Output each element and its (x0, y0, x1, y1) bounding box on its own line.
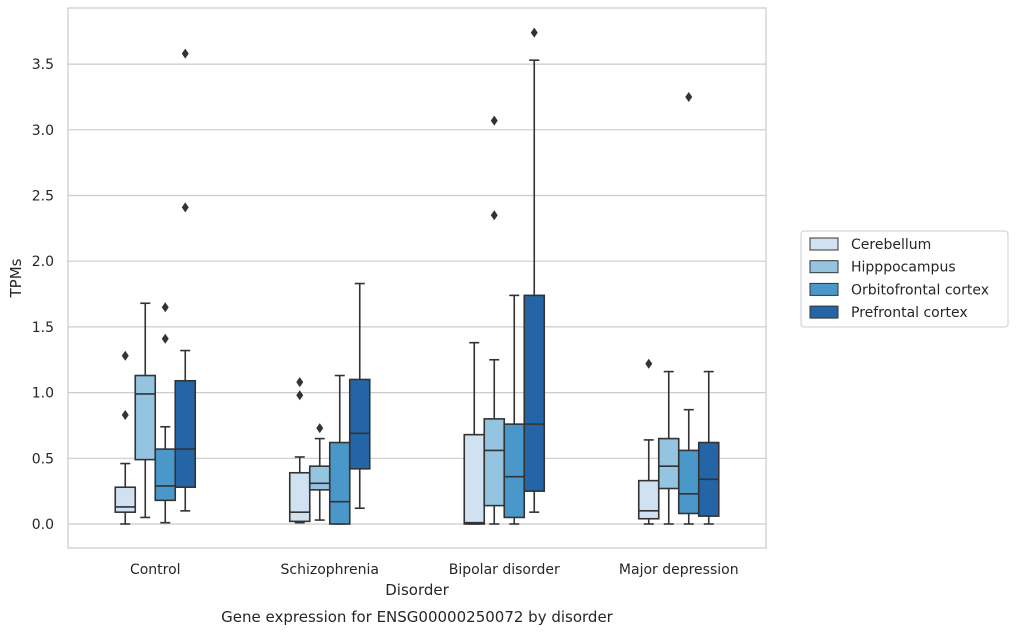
box (348, 282, 371, 510)
box-body (677, 449, 700, 515)
legend-label: Hipppocampus (851, 260, 956, 276)
y-tick-label: 2.0 (32, 254, 54, 270)
x-tick-label: Major depression (619, 562, 739, 578)
outlier-point (530, 27, 538, 38)
box (174, 48, 197, 512)
outlier-point (685, 91, 693, 102)
outlier-point (121, 409, 129, 420)
box (288, 377, 311, 524)
series-hipppocampus (134, 115, 680, 525)
x-tick-label: Bipolar disorder (449, 562, 560, 578)
y-tick-labels: 0.0 0.5 1.0 1.5 2.0 2.5 3.0 3.5 (32, 57, 54, 533)
box-body (328, 441, 351, 525)
x-tick-label: Schizophrenia (281, 562, 379, 578)
series-orbitofrontal-cortex (154, 91, 700, 525)
box-body (503, 423, 526, 519)
y-tick-label: 0.5 (32, 451, 54, 467)
legend-swatch (809, 237, 839, 251)
legend-swatch (809, 305, 839, 319)
outlier-point (121, 350, 129, 361)
legend-label: Cerebellum (851, 237, 931, 253)
y-tick-label: 1.5 (32, 320, 54, 336)
legend-swatch (809, 260, 839, 274)
legend-frame (800, 230, 1009, 328)
outlier-point (645, 358, 653, 369)
y-tick-label: 3.5 (32, 57, 54, 73)
legend-entry: Prefrontal cortex (809, 305, 968, 321)
box (114, 350, 137, 525)
legend-swatch (809, 282, 839, 296)
outlier-point (181, 202, 189, 213)
box-body (114, 486, 137, 513)
legend-entry: Cerebellum (809, 237, 931, 253)
x-axis-label: Disorder (385, 581, 449, 599)
box-body (288, 471, 311, 523)
legend-label: Prefrontal cortex (851, 305, 968, 321)
legend-label: Orbitofrontal cortex (851, 282, 989, 298)
outlier-point (161, 333, 169, 344)
box-body (657, 437, 680, 490)
box-series (114, 27, 720, 525)
series-prefrontal-cortex (174, 27, 720, 525)
outlier-point (490, 210, 498, 221)
box (308, 423, 331, 521)
y-tick-label: 3.0 (32, 123, 54, 139)
box (657, 370, 680, 525)
box-body (154, 448, 177, 502)
outlier-point (296, 390, 304, 401)
box (697, 370, 720, 525)
plot-frame (67, 7, 767, 549)
box-body (483, 418, 506, 507)
x-tick-label: Control (130, 562, 181, 578)
legend-entry: Hipppocampus (809, 260, 956, 276)
box (523, 27, 546, 513)
chart-caption: Gene expression for ENSG00000250072 by d… (221, 608, 614, 626)
y-tick-label: 0.0 (32, 517, 54, 533)
outlier-point (316, 423, 324, 434)
box-body (308, 465, 331, 491)
box (637, 358, 660, 525)
box (483, 115, 506, 525)
y-axis-label: TPMs (7, 258, 25, 298)
outlier-point (296, 377, 304, 388)
box-body (134, 374, 157, 461)
outlier-point (181, 48, 189, 59)
box-body (637, 479, 660, 520)
box-body (174, 379, 197, 489)
outlier-point (161, 302, 169, 313)
box (328, 374, 351, 525)
legend: Cerebellum Hipppocampus Orbitofrontal cort… (800, 230, 1009, 328)
y-tick-label: 2.5 (32, 189, 54, 205)
box-body (463, 433, 486, 525)
box-body (523, 294, 546, 492)
x-tick-labels: Control Schizophrenia Bipolar disorder Majo… (130, 562, 739, 578)
outlier-point (490, 115, 498, 126)
box (134, 302, 157, 519)
y-tick-label: 1.0 (32, 386, 54, 402)
box-body (348, 378, 371, 470)
legend-entry: Orbitofrontal cortex (809, 282, 989, 298)
